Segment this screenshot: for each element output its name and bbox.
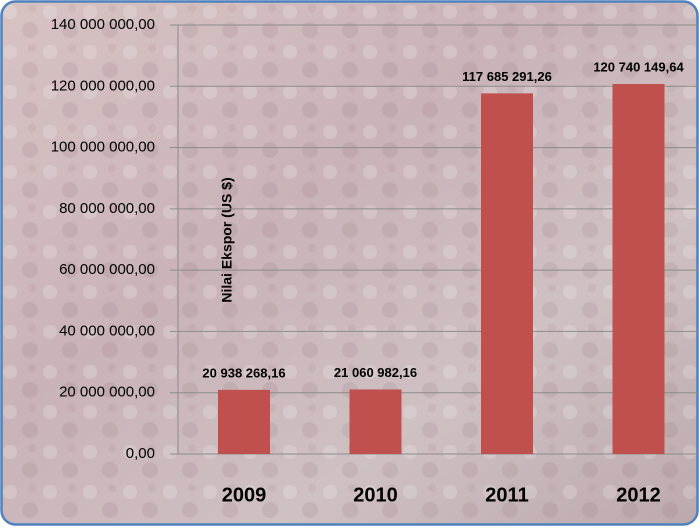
value-label: 120 740 149,64: [593, 59, 684, 74]
value-label: 20 938 268,16: [202, 365, 285, 380]
y-tick-label: 100 000 000,00: [51, 139, 155, 156]
y-tick-label: 20 000 000,00: [59, 384, 155, 401]
y-tick-label: 0,00: [126, 445, 155, 462]
bar: [349, 389, 402, 454]
y-tick-label: 140 000 000,00: [51, 16, 155, 33]
x-tick-label: 2012: [616, 484, 661, 506]
bar: [218, 389, 270, 454]
y-axis-label: Nilai Ekspor (US $): [219, 177, 235, 302]
x-tick-label: 2011: [485, 484, 528, 506]
x-tick-label: 2010: [353, 484, 398, 506]
bar: [481, 93, 533, 454]
bar: [612, 84, 665, 454]
value-label: 117 685 291,26: [462, 69, 552, 84]
y-tick-label: 120 000 000,00: [51, 77, 155, 94]
y-tick-label: 60 000 000,00: [59, 261, 155, 278]
y-tick-label: 40 000 000,00: [59, 322, 155, 339]
y-tick-label: 80 000 000,00: [59, 200, 155, 217]
value-label: 21 060 982,16: [334, 365, 417, 380]
x-tick-label: 2009: [222, 484, 267, 506]
